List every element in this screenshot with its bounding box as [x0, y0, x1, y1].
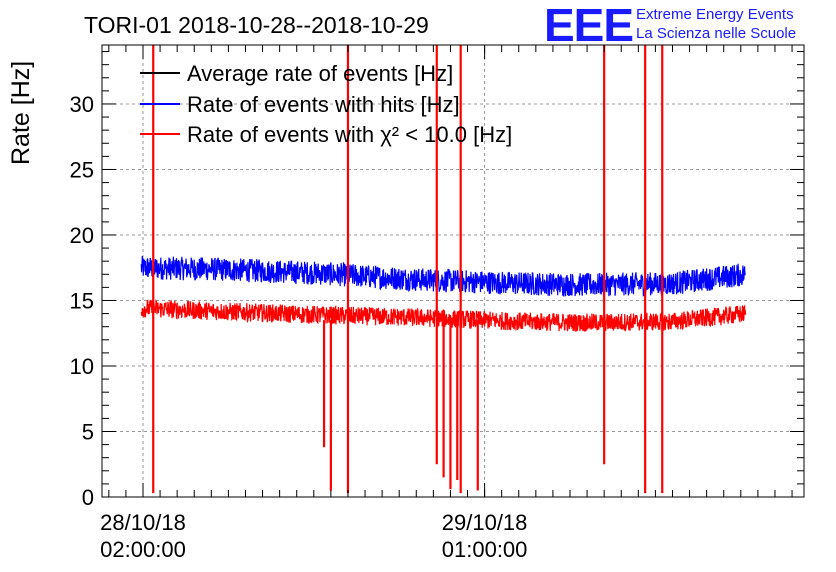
legend-label: Average rate of events [Hz] — [187, 61, 453, 86]
chart-title: TORI-01 2018-10-28--2018-10-29 — [84, 12, 429, 38]
grid-lines — [102, 45, 804, 497]
x-tick-label-time: 02:00:00 — [100, 537, 186, 562]
y-tick-label: 25 — [70, 157, 94, 182]
y-tick-label: 20 — [70, 223, 94, 248]
y-axis-label: Rate [Hz] — [7, 61, 35, 165]
plot-frame — [101, 44, 805, 498]
eee-logo: EEE Extreme Energy Events La Scienza nel… — [540, 0, 832, 51]
x-tick-label-date: 29/10/18 — [442, 510, 528, 535]
logo-line-1: Extreme Energy Events — [636, 6, 794, 23]
x-tick-label-date: 28/10/18 — [100, 510, 186, 535]
y-tick-label: 15 — [70, 288, 94, 313]
logo-mark: EEE — [544, 0, 634, 51]
series-line-hits — [140, 255, 746, 298]
y-tick-label: 5 — [82, 419, 94, 444]
logo-line-2: La Scienza nelle Scuole — [636, 25, 797, 42]
legend: Average rate of events [Hz] Rate of event… — [140, 61, 512, 147]
y-tick-label: 30 — [70, 92, 94, 117]
series-layer — [140, 45, 747, 494]
legend-label: Rate of events with hits [Hz] — [187, 92, 460, 117]
x-tick-label-time: 01:00:00 — [442, 537, 528, 562]
legend-label: Rate of events with χ² < 10.0 [Hz] — [187, 122, 512, 147]
y-tick-label: 0 — [82, 485, 94, 510]
y-tick-label: 10 — [70, 354, 94, 379]
